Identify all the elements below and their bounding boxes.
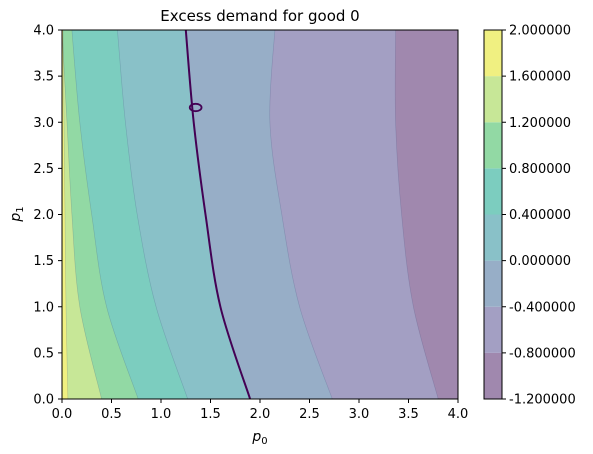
colorbar-ticks: -1.200000 -0.800000 -0.400000 0.000000 0.400… [502,24,576,408]
contour-band-edge [71,30,139,399]
y-tick-label: 1.0 [33,300,54,315]
contour-band-edge [117,30,188,399]
x-tick-label: 3.0 [349,407,370,422]
colorbar-tick-label: 0.000000 [509,254,571,269]
colorbar-band [484,168,502,215]
y-tick-label: 0.5 [33,346,54,361]
contour-band-edge [269,30,333,399]
x-tick-label: 4.0 [448,407,469,422]
x-axis-label-subscript: 0 [261,436,267,447]
x-tick-label: 1.5 [200,407,221,422]
y-tick-label: 3.5 [33,70,54,85]
colorbar-band [484,214,502,261]
colorbar-tick-label: -1.200000 [509,393,576,408]
y-tick-label: 1.5 [33,254,54,269]
zero-contour-curve [184,30,252,399]
contour-band-above-level [62,30,102,399]
y-axis-ticks: 0.0 0.5 1.0 1.5 2.0 2.5 3.0 3.5 4.0 [33,24,62,408]
y-tick-label: 3.0 [33,116,54,131]
y-axis-label-subscript: 1 [15,206,26,212]
colorbar-tick-label: 0.800000 [509,162,571,177]
colorbar-band [484,76,502,123]
x-tick-label: 0.0 [52,407,73,422]
colorbar-tick-label: 2.000000 [509,24,571,39]
colorbar-band [484,122,502,169]
x-tick-label: 2.5 [299,407,320,422]
y-axis-label-main: p [8,213,24,223]
zero-contour-loop [188,102,203,113]
colorbar-tick-label: 0.400000 [509,208,571,223]
chart-title: Excess demand for good 0 [160,7,359,25]
colorbar-band [484,352,502,400]
y-tick-label: 4.0 [33,24,54,39]
colorbar-bands [484,30,502,400]
x-axis-ticks: 0.0 0.5 1.0 1.5 2.0 2.5 3.0 3.5 4.0 [52,399,469,422]
colorbar-tick-label: -0.400000 [509,300,576,315]
y-tick-label: 2.5 [33,162,54,177]
colorbar-band [484,306,502,353]
contour-band-above-level [62,30,139,399]
contour-band-edges [62,30,439,399]
contour-band-edge [62,30,69,399]
colorbar-tick-label: 1.200000 [509,116,571,131]
x-axis-label: p0 [251,429,267,447]
zero-contour-line [184,30,252,399]
contour-band-above-level [62,30,68,399]
plot-area [62,30,458,399]
y-tick-label: 2.0 [33,208,54,223]
x-tick-label: 0.5 [101,407,122,422]
colorbar-tick-label: -0.800000 [509,346,576,361]
x-tick-label: 1.0 [151,407,172,422]
colorbar: -1.200000 -0.800000 -0.400000 0.000000 0.400… [483,24,576,408]
contour-band-edge [62,30,102,399]
contour-fills [62,30,458,399]
colorbar-band [484,260,502,307]
colorbar-band [484,30,502,77]
y-axis-label: p1 [8,206,26,222]
y-tick-label: 0.0 [33,393,54,408]
contour-band-edge [394,30,439,399]
colorbar-tick-label: 1.600000 [509,70,571,85]
x-tick-label: 3.5 [398,407,419,422]
x-axis-label-main: p [251,429,261,445]
x-tick-label: 2.0 [250,407,271,422]
